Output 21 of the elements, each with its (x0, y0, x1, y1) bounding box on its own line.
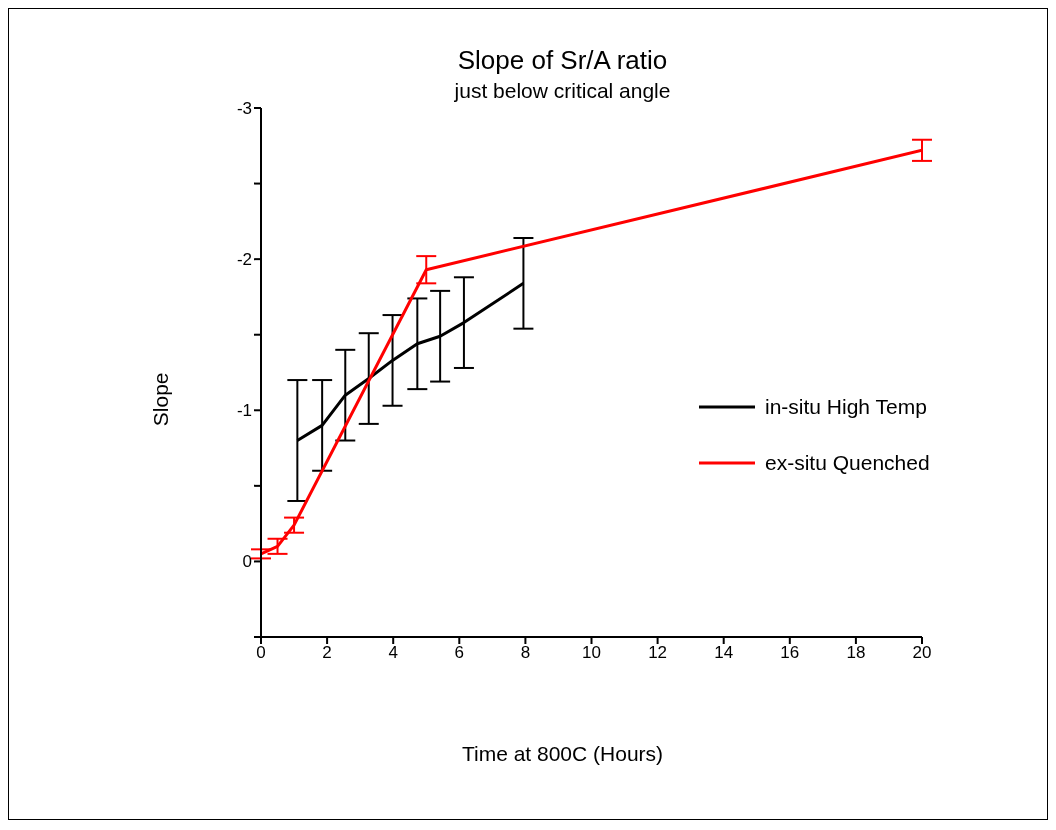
y-axis-title: Slope (149, 372, 173, 427)
x-tick-label: 10 (582, 643, 601, 663)
y-tick-label: -2 (236, 250, 252, 270)
x-tick-label: 16 (780, 643, 800, 663)
x-tick-label: 2 (322, 643, 332, 663)
legend-label: ex-situ Quenched (765, 451, 930, 475)
x-tick-label: 14 (714, 643, 734, 663)
x-tick-label: 4 (388, 643, 398, 663)
y-tick-label: -1 (236, 401, 252, 421)
x-tick-label: 12 (648, 643, 668, 663)
y-tick-label: -3 (236, 99, 252, 119)
chart-title: Slope of Sr/A ratio (456, 45, 669, 76)
legend-label: in-situ High Temp (765, 395, 927, 419)
x-tick-label: 20 (912, 643, 932, 663)
x-axis-title: Time at 800C (Hours) (460, 742, 665, 766)
y-tick-label: 0 (242, 552, 252, 572)
x-tick-label: 8 (520, 643, 531, 663)
x-tick-label: 0 (256, 643, 266, 663)
x-tick-label: 6 (454, 643, 465, 663)
x-tick-label: 18 (846, 643, 866, 663)
chart-subtitle: just below critical angle (454, 79, 671, 102)
